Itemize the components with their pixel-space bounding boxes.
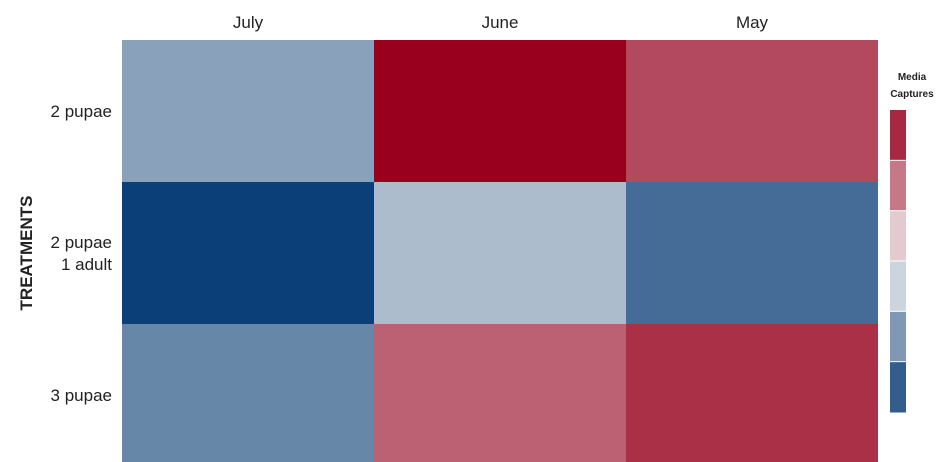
- heatmap-cell: [374, 182, 626, 324]
- column-label: May: [736, 13, 769, 32]
- heatmap-cells: [122, 40, 878, 462]
- row-labels: 2 pupae 2 pupae 1 adult 3 pupae: [51, 102, 113, 405]
- row-label: 3 pupae: [51, 386, 112, 405]
- legend-segment: [890, 110, 906, 161]
- legend-color-bar: [890, 110, 906, 413]
- heatmap-cell: [374, 324, 626, 462]
- legend-segment: [890, 160, 906, 212]
- legend-segment: [890, 361, 906, 413]
- y-axis-title: TREATMENTS: [17, 196, 36, 311]
- row-label: 2 pupae: [51, 102, 112, 121]
- heatmap-cell: [122, 40, 374, 182]
- legend-segment: [890, 311, 906, 363]
- heatmap-cell: [122, 182, 374, 324]
- column-label: July: [233, 13, 264, 32]
- heatmap-cell: [626, 182, 878, 324]
- legend-segment: [890, 210, 906, 262]
- row-label: 1 adult: [61, 255, 112, 274]
- column-label: June: [482, 13, 519, 32]
- column-labels: July June May: [233, 13, 769, 32]
- legend-segment: [890, 261, 906, 312]
- heatmap-cell: [626, 40, 878, 182]
- heatmap-cell: [626, 324, 878, 462]
- row-label: 2 pupae: [51, 233, 112, 252]
- color-legend: Media Captures: [890, 72, 934, 413]
- legend-title-line-1: Media: [898, 72, 927, 83]
- heatmap-cell: [122, 324, 374, 462]
- heatmap-cell: [374, 40, 626, 182]
- legend-title-line-2: Captures: [890, 89, 934, 100]
